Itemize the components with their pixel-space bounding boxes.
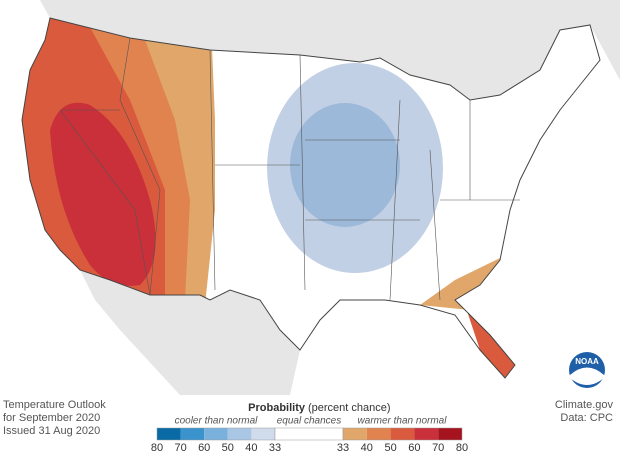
legend-label: 50 — [384, 442, 396, 454]
legend-swatch — [204, 428, 228, 440]
legend-label: 60 — [408, 442, 420, 454]
legend-title-note: (percent chance) — [308, 402, 391, 414]
title-line: Temperature Outlook — [3, 399, 106, 411]
legend: 80 70 60 50 40 33 33 40 50 60 70 80 — [151, 427, 468, 454]
legend-label: 80 — [456, 442, 468, 454]
title-line: Issued 31 Aug 2020 — [3, 425, 100, 437]
legend-label: 50 — [222, 442, 234, 454]
legend-title: Probability — [248, 402, 306, 414]
legend-equal: equal chances — [277, 416, 342, 427]
credit-source: Climate.gov — [555, 399, 614, 411]
canada — [40, 0, 620, 100]
legend-label: 40 — [361, 442, 373, 454]
legend-swatch — [414, 428, 439, 440]
legend-warmer: warmer than normal — [358, 416, 448, 427]
credit-data: Data: CPC — [560, 412, 613, 424]
legend-label: 33 — [269, 442, 281, 454]
legend-swatch — [180, 428, 205, 440]
title-line: for September 2020 — [3, 412, 100, 424]
legend-label: 70 — [432, 442, 444, 454]
mexico — [80, 270, 300, 395]
legend-label: 60 — [198, 442, 210, 454]
legend-swatch — [438, 428, 462, 440]
legend-equal-swatch — [274, 427, 344, 441]
legend-frame — [342, 427, 463, 441]
legend-swatch — [390, 428, 415, 440]
legend-label: 40 — [245, 442, 257, 454]
state-lines — [59, 37, 520, 301]
warm-southeast — [420, 258, 510, 310]
warm-70 — [50, 102, 156, 286]
legend-swatch — [157, 428, 181, 440]
logo-text: NOAA — [575, 357, 599, 366]
noaa-logo: NOAA — [569, 352, 605, 388]
legend-label: 33 — [337, 442, 349, 454]
us-border — [21, 17, 601, 379]
legend-swatch — [251, 428, 275, 440]
legend-cooler: cooler than normal — [175, 416, 259, 427]
legend-label: 80 — [151, 442, 163, 454]
cool-40 — [290, 103, 400, 227]
legend-swatch — [227, 428, 252, 440]
logo-wave — [570, 367, 604, 385]
legend-swatch — [343, 428, 367, 440]
legend-swatch — [366, 428, 391, 440]
legend-label: 70 — [174, 442, 186, 454]
